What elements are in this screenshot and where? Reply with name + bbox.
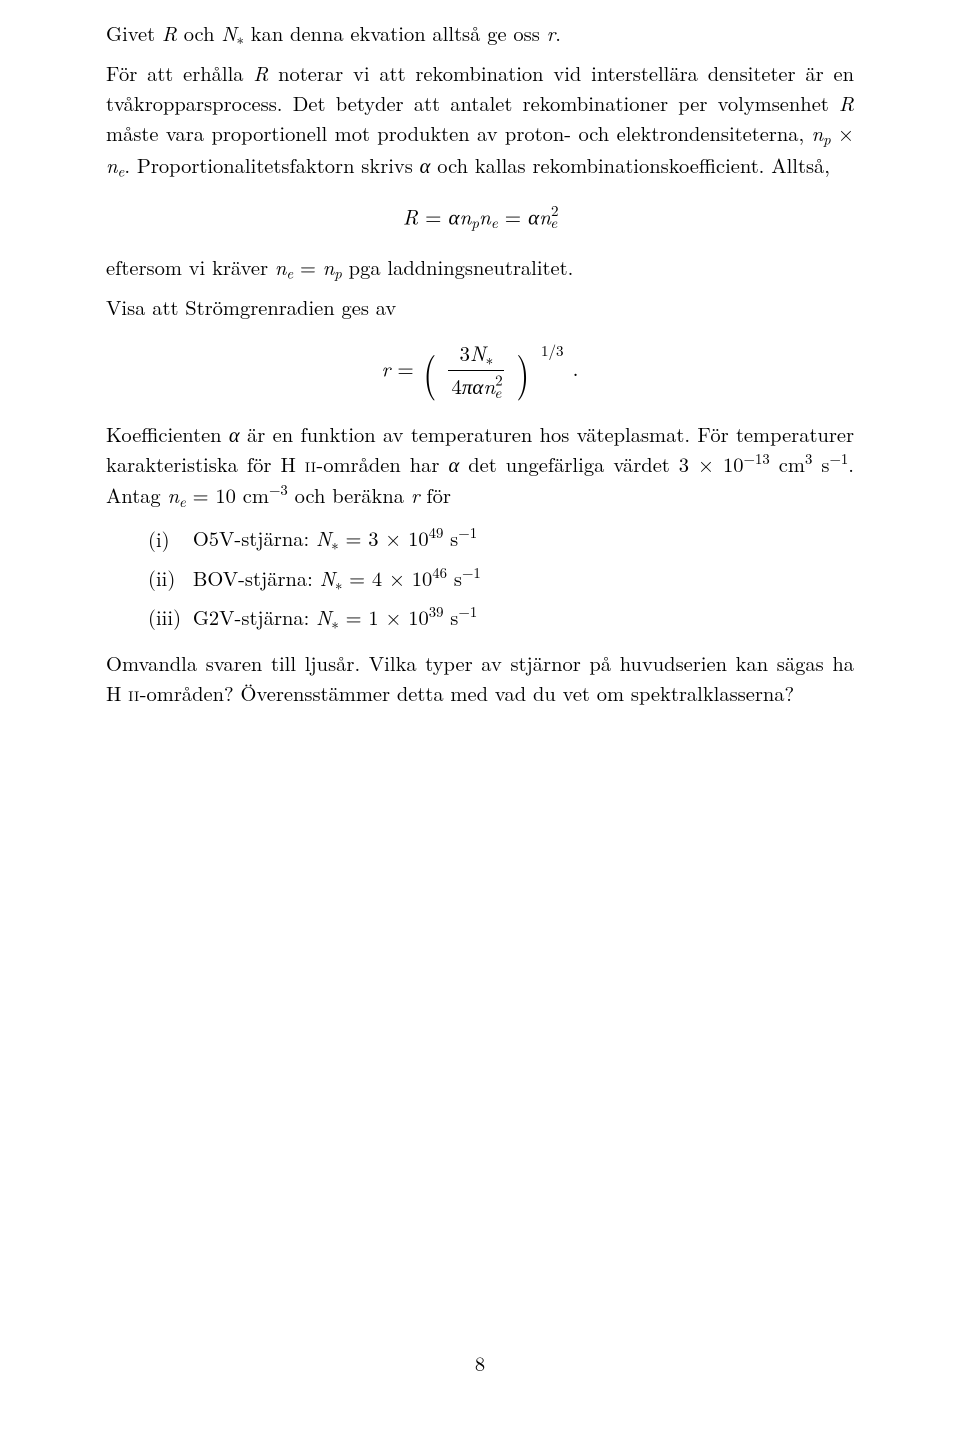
item-exp: 49 bbox=[429, 522, 444, 543]
text: måste vara proportionell mot produkten a… bbox=[106, 118, 812, 147]
equation-R: R = αnpne = αn2e bbox=[106, 200, 854, 234]
text: pga laddningsneutralitet. bbox=[342, 252, 573, 281]
text: och beräkna bbox=[288, 480, 411, 509]
equation-r: r = ( 3N∗ 4παn2e ) 1/3 . bbox=[106, 340, 854, 401]
var-alpha-2: α bbox=[229, 419, 240, 448]
eq1-lhs: R bbox=[403, 201, 418, 231]
text: -områden? Överensstämmer detta med vad d… bbox=[140, 678, 795, 707]
eq1-alpha-np: αn bbox=[448, 201, 471, 231]
sub-p-2: p bbox=[334, 262, 342, 283]
var-r-2: r bbox=[411, 480, 420, 509]
eq-eq: = bbox=[425, 201, 448, 231]
text: för bbox=[420, 480, 451, 509]
text: s bbox=[812, 450, 829, 479]
text: Givet R och N∗ kan denna ekvation alltså… bbox=[106, 18, 561, 47]
text: . Proportionalitetsfaktorn skrivs bbox=[124, 150, 419, 179]
sub-e-3: e bbox=[179, 491, 186, 512]
paragraph-recombination: För att erhålla R noterar vi att rekombi… bbox=[106, 58, 854, 182]
item-unit: s bbox=[447, 563, 462, 592]
list-marker: (ii) bbox=[148, 563, 186, 593]
item-eq: = 4 × 10 bbox=[342, 563, 432, 592]
item-unit: s bbox=[443, 524, 458, 553]
eq1-sub-p: p bbox=[471, 212, 479, 233]
item-exp: 46 bbox=[432, 562, 447, 583]
list-marker: (iii) bbox=[148, 602, 186, 632]
eq2-exp: 1/3 bbox=[541, 340, 564, 362]
eq2-period: . bbox=[573, 353, 579, 383]
eq1-ne: n bbox=[479, 201, 491, 231]
sub-p: p bbox=[823, 128, 831, 149]
eq1-sub-e: e bbox=[491, 212, 498, 233]
list-item: (iii) G2V-stjärna: N∗ = 1 × 1039 s−1 bbox=[148, 601, 854, 634]
text: det ungefärliga värdet 3 × 10 bbox=[459, 450, 743, 479]
eq2-fraction: 3N∗ 4παn2e bbox=[448, 342, 504, 401]
text: För att erhålla bbox=[106, 58, 253, 87]
var-ne: n bbox=[106, 150, 118, 179]
text: cm bbox=[770, 450, 805, 479]
list-marker: (i) bbox=[148, 524, 186, 554]
var-np-2: n bbox=[323, 252, 335, 281]
paragraph-given: Givet R och N∗ kan denna ekvation alltså… bbox=[106, 18, 854, 50]
smallcaps-ii: ii bbox=[305, 450, 317, 479]
item-eq: = 3 × 10 bbox=[339, 524, 429, 553]
var-R: R bbox=[253, 58, 268, 87]
item-N: N bbox=[316, 602, 331, 631]
eq2-r: r bbox=[382, 353, 391, 383]
text: -områden har bbox=[316, 450, 448, 479]
item-label: G2V-stjärna: bbox=[193, 602, 316, 631]
text: eftersom vi kräver bbox=[106, 252, 275, 281]
item-unit: s bbox=[443, 602, 458, 631]
item-unitexp: −1 bbox=[458, 601, 477, 622]
list-item: (ii) BOV-stjärna: N∗ = 4 × 1046 s−1 bbox=[148, 562, 854, 595]
eq1-alpha-ne2: αn bbox=[528, 201, 551, 231]
paren-right: ) bbox=[517, 356, 530, 388]
star-list: (i) O5V-stjärna: N∗ = 3 × 1049 s−1 (ii) … bbox=[106, 522, 854, 634]
text: Koefficienten bbox=[106, 419, 229, 448]
eq-eq-2: = bbox=[505, 201, 528, 231]
paragraph-coefficient: Koefficienten α är en funktion av temper… bbox=[106, 419, 854, 513]
page-number: 8 bbox=[106, 1348, 854, 1378]
times: × bbox=[831, 118, 854, 147]
smallcaps-ii-2: ii bbox=[128, 678, 140, 707]
paragraph-show: Visa att Strömgrenradien ges av bbox=[106, 292, 854, 322]
item-exp: 39 bbox=[429, 601, 444, 622]
paragraph-convert: Omvandla svaren till ljusår. Vilka typer… bbox=[106, 648, 854, 707]
var-R-2: R bbox=[839, 88, 854, 117]
item-N: N bbox=[316, 524, 331, 553]
sub-e-2: e bbox=[286, 262, 293, 283]
eq-eq-3: = bbox=[397, 353, 420, 383]
var-ne-2: n bbox=[275, 252, 287, 281]
paren-left: ( bbox=[423, 356, 436, 388]
exp-m3: −3 bbox=[269, 479, 288, 500]
eq2-den: 4παn2e bbox=[451, 371, 501, 401]
item-label: BOV-stjärna: bbox=[193, 563, 320, 592]
var-alpha: α bbox=[420, 150, 431, 179]
eq1-sub-e2: e bbox=[550, 212, 557, 233]
var-np: n bbox=[812, 118, 824, 147]
item-eq: = 1 × 10 bbox=[339, 602, 429, 631]
item-N: N bbox=[320, 563, 335, 592]
text: och kallas rekombinationskoefficient. Al… bbox=[430, 150, 830, 179]
var-alpha-3: α bbox=[448, 450, 459, 479]
item-label: O5V-stjärna: bbox=[193, 524, 316, 553]
eq2-num: 3N∗ bbox=[460, 338, 494, 368]
text: = 10 cm bbox=[186, 480, 269, 509]
var-ne-3: n bbox=[168, 480, 180, 509]
item-unitexp: −1 bbox=[458, 522, 477, 543]
exp-m1: −1 bbox=[829, 448, 848, 469]
item-unitexp: −1 bbox=[462, 562, 481, 583]
item-sub: ∗ bbox=[331, 534, 338, 555]
item-sub: ∗ bbox=[331, 613, 338, 634]
paragraph-since: eftersom vi kräver ne = np pga laddnings… bbox=[106, 252, 854, 284]
exp-m13: −13 bbox=[744, 448, 770, 469]
list-item: (i) O5V-stjärna: N∗ = 3 × 1049 s−1 bbox=[148, 522, 854, 555]
